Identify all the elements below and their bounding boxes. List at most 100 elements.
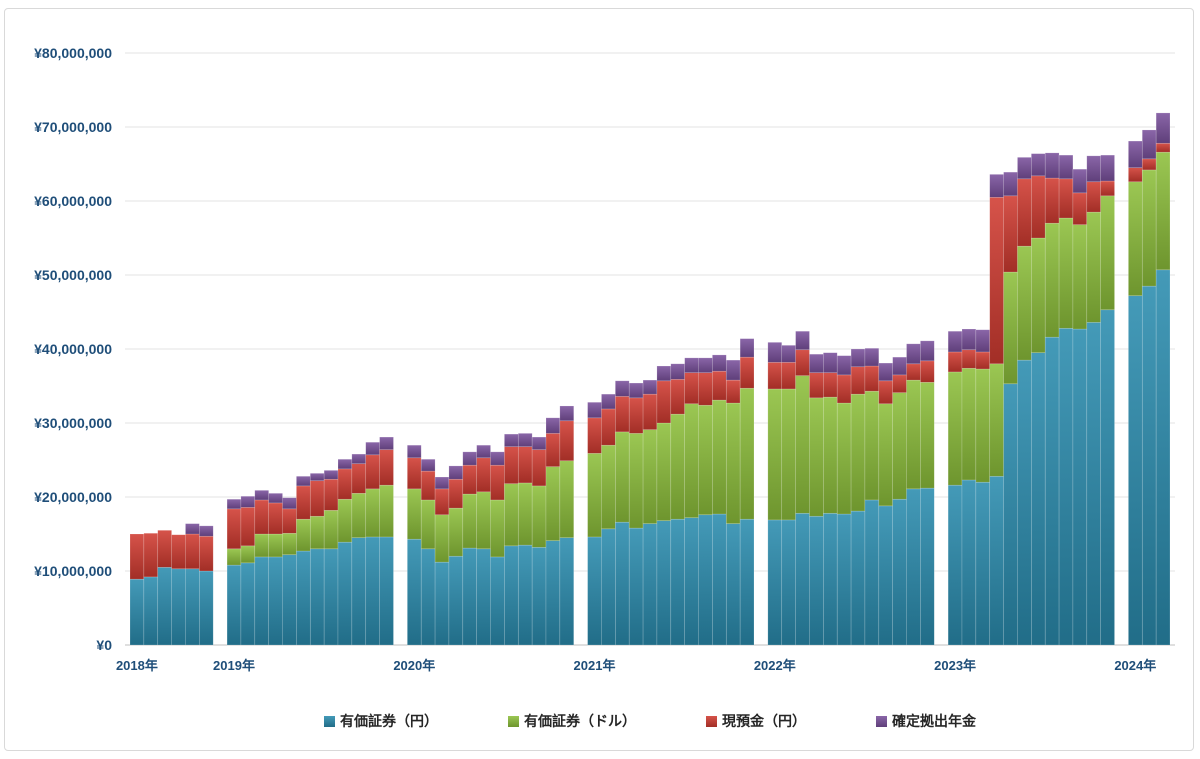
bar-segment-securities-yen (1003, 383, 1018, 646)
bar-segment-dc-pension (989, 174, 1004, 198)
bar-segment-securities-yen (975, 481, 991, 646)
bar-segment-cash-yen (878, 380, 893, 405)
bar-segment-securities-yen (240, 562, 256, 646)
bar-segment-securities-yen (892, 498, 907, 646)
bar-segment-cash-yen (407, 457, 422, 490)
y-axis-tick-label: ¥40,000,000 (34, 341, 112, 357)
bar-segment-cash-yen (850, 366, 866, 395)
legend-swatch-dc-pension (876, 715, 887, 727)
bar-segment-securities-usd (1086, 211, 1101, 323)
bar-segment-securities-yen (448, 555, 464, 646)
bar-segment-securities-usd (490, 499, 505, 558)
bar-segment-securities-usd (462, 493, 477, 549)
bar-segment-dc-pension (1155, 112, 1171, 144)
bar-segment-securities-usd (739, 387, 755, 520)
bar-segment-securities-usd (615, 431, 630, 523)
bar-segment-securities-yen (906, 488, 921, 646)
bar-segment-securities-usd (642, 429, 658, 524)
bar-segment-dc-pension (906, 343, 921, 365)
bar-segment-cash-yen (199, 535, 214, 572)
bar-segment-cash-yen (892, 374, 907, 393)
bar-segment-cash-yen (628, 397, 644, 434)
bar-segment-cash-yen (1031, 175, 1046, 239)
bar-segment-cash-yen (795, 349, 810, 376)
bar-segment-dc-pension (434, 476, 450, 490)
bar-segment-cash-yen (712, 370, 727, 401)
bar-segment-cash-yen (864, 365, 880, 392)
bar-segment-dc-pension (1141, 129, 1157, 160)
bar-segment-dc-pension (296, 475, 311, 487)
bar-segment-securities-usd (365, 488, 380, 538)
legend-label-dc-pension: 確定拠出年金 (892, 714, 976, 730)
bar-segment-securities-usd (684, 403, 699, 519)
bar-segment-securities-yen (850, 510, 866, 646)
bar-segment-cash-yen (587, 417, 602, 454)
bar-segment-dc-pension (545, 417, 561, 434)
x-axis-year-label: 2019年 (213, 658, 255, 673)
bar-segment-cash-yen (670, 379, 685, 415)
bar-segment-cash-yen (545, 433, 561, 467)
bar-segment-dc-pension (975, 329, 991, 353)
legend-label-securities-yen: 有価証券（円） (340, 714, 438, 730)
bar-segment-securities-usd (351, 492, 367, 538)
bar-segment-dc-pension (351, 453, 367, 464)
bar-segment-securities-yen (129, 578, 145, 646)
bar-segment-cash-yen (268, 502, 283, 535)
bar-segment-securities-usd (296, 518, 311, 552)
bar-segment-securities-usd (989, 363, 1004, 477)
bar-segment-securities-yen (920, 487, 935, 646)
bars (129, 112, 1171, 646)
bar-segment-dc-pension (199, 525, 214, 537)
bar-segment-dc-pension (517, 433, 533, 447)
bar-segment-securities-yen (1058, 327, 1074, 646)
bar-segment-securities-yen (601, 528, 616, 646)
bar-segment-securities-yen (143, 576, 159, 646)
bar-segment-securities-yen (157, 566, 172, 646)
bar-segment-securities-usd (698, 404, 713, 516)
legend-swatch-securities-yen (324, 715, 335, 727)
bar-segment-dc-pension (684, 357, 699, 373)
bar-segment-dc-pension (712, 354, 727, 372)
bar-segment-cash-yen (254, 499, 269, 535)
bar-segment-securities-usd (282, 532, 297, 556)
bar-segment-securities-usd (559, 460, 575, 538)
bar-segment-securities-usd (504, 483, 519, 547)
bar-segment-securities-yen (504, 545, 519, 646)
bar-segment-dc-pension (448, 465, 464, 480)
bar-segment-securities-yen (809, 515, 824, 646)
bar-segment-securities-usd (656, 422, 672, 521)
bar-segment-securities-usd (1003, 271, 1018, 385)
bar-segment-securities-yen (725, 523, 741, 646)
bar-segment-securities-yen (684, 517, 699, 646)
bar-segment-cash-yen (337, 468, 353, 500)
bar-segment-dc-pension (379, 436, 394, 450)
legend-item-dc-pension: 確定拠出年金 (876, 711, 976, 731)
x-axis-labels: 2018年 2019年 2020年 2021年 2022年 2023年 2024年 (116, 658, 1156, 673)
bar-segment-securities-yen (1072, 328, 1088, 646)
bar-segment-cash-yen (517, 446, 533, 484)
bar-segment-cash-yen (836, 374, 852, 404)
bar-segment-cash-yen (1017, 178, 1032, 247)
bar-segment-securities-yen (309, 548, 325, 646)
bar-segment-dc-pension (1058, 154, 1074, 180)
bar-segment-securities-usd (920, 381, 935, 489)
bar-segment-cash-yen (989, 197, 1004, 365)
legend-swatch-cash-yen (706, 715, 717, 727)
bar-segment-securities-usd (712, 399, 727, 515)
bar-segment-cash-yen (767, 362, 783, 390)
bar-segment-cash-yen (642, 393, 658, 430)
bar-segment-securities-usd (1128, 181, 1143, 297)
bar-segment-dc-pension (407, 444, 422, 459)
bar-segment-securities-usd (850, 393, 866, 512)
bar-segment-securities-yen (254, 556, 269, 646)
bar-segment-securities-usd (1058, 217, 1074, 329)
bar-segment-securities-yen (420, 548, 436, 646)
y-axis-tick-label: ¥20,000,000 (34, 489, 112, 505)
bar-segment-cash-yen (656, 380, 672, 424)
bar-segment-securities-usd (628, 433, 644, 529)
bar-segment-cash-yen (365, 454, 380, 490)
bar-segment-securities-yen (1141, 285, 1157, 646)
bar-segment-cash-yen (157, 529, 172, 568)
bar-segment-cash-yen (476, 457, 491, 493)
